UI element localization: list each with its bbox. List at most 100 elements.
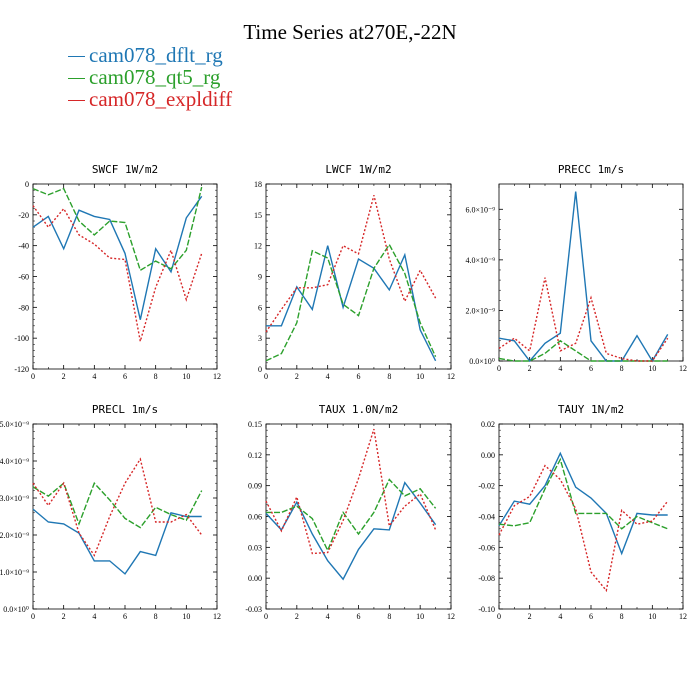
x-tick-label: 4 <box>558 364 562 373</box>
y-tick-label: 0.15 <box>248 420 262 429</box>
series-line <box>265 481 437 581</box>
y-tick-label: 3 <box>258 334 262 343</box>
chart-panel: TAUY 1N/m2 0 2 4 6 8 10 12 0.02 0.00 -0.02 -0.04 -0.… <box>478 403 687 621</box>
y-tick-label: -120 <box>14 365 29 374</box>
x-tick-label: 6 <box>357 372 361 381</box>
plot-frame <box>265 423 452 610</box>
series-line <box>498 191 669 363</box>
panel-title: TAUX 1.0N/m2 <box>319 403 398 416</box>
y-tick-label: -80 <box>18 303 29 312</box>
series-line <box>266 245 437 362</box>
panel-title: PRECC 1m/s <box>558 163 624 176</box>
y-tick-label: -40 <box>18 242 29 251</box>
y-tick-label: 2.0×10⁻⁹ <box>0 531 29 540</box>
legend-swatch <box>68 77 85 79</box>
x-tick-label: 8 <box>387 372 391 381</box>
page-title: Time Series at270E,-22N <box>243 20 457 44</box>
panel-title: TAUY 1N/m2 <box>558 403 624 416</box>
x-tick-label: 0 <box>497 612 501 621</box>
series-line <box>498 451 668 556</box>
x-tick-label: 12 <box>447 612 455 621</box>
x-tick-label: 2 <box>62 372 66 381</box>
series-line <box>32 186 203 272</box>
y-tick-label: 6 <box>258 303 262 312</box>
y-tick-label: -20 <box>18 211 29 220</box>
panel-title: LWCF 1W/m2 <box>325 163 391 176</box>
y-tick-label: 6.0×10⁻⁹ <box>465 205 495 214</box>
x-tick-label: 6 <box>123 372 127 381</box>
y-tick-label: 0.0×10⁰ <box>3 605 29 614</box>
x-tick-label: 6 <box>357 612 361 621</box>
chart-panel: PRECC 1m/s 0 2 4 6 8 10 12 0.0×10⁰ 2.0×10⁻⁹ 4.0×10… <box>465 163 687 373</box>
series-line <box>498 457 668 530</box>
y-tick-label: 0.00 <box>248 574 262 583</box>
series-line <box>266 478 437 553</box>
series-line <box>32 205 203 342</box>
legend-label: cam078_qt5_rg <box>89 65 221 89</box>
y-tick-label: -0.08 <box>478 574 495 583</box>
series-line <box>32 508 202 575</box>
y-tick-label: 1.0×10⁻⁹ <box>0 568 29 577</box>
x-tick-label: 4 <box>558 612 562 621</box>
x-tick-label: 8 <box>387 612 391 621</box>
x-tick-label: 8 <box>620 364 624 373</box>
y-tick-label: 9 <box>258 273 262 282</box>
legend-swatch <box>68 99 85 101</box>
legend-swatch <box>68 55 85 57</box>
y-tick-label: 4.0×10⁻⁹ <box>465 256 495 265</box>
x-tick-label: 4 <box>92 612 96 621</box>
chart-panel: PRECL 1m/s 0 2 4 6 8 10 12 0.0×10⁰ 1.0×10⁻⁹ 2.0×10… <box>0 403 221 621</box>
chart-panel: SWCF 1W/m2 0 2 4 6 8 10 12 0 -20 -40 -60 -80 -100 -120 <box>14 163 221 381</box>
y-tick-label: -0.10 <box>478 605 495 614</box>
x-tick-label: 10 <box>416 372 424 381</box>
x-tick-label: 12 <box>213 372 221 381</box>
y-tick-label: 0 <box>25 180 29 189</box>
panel-title: SWCF 1W/m2 <box>92 163 158 176</box>
x-tick-label: 0 <box>497 364 501 373</box>
x-tick-label: 8 <box>620 612 624 621</box>
y-tick-label: 0.06 <box>248 513 262 522</box>
y-tick-label: 0.12 <box>248 451 262 460</box>
plot-frame <box>498 423 684 610</box>
series-line <box>32 481 203 529</box>
x-tick-label: 10 <box>416 612 424 621</box>
x-tick-label: 0 <box>31 372 35 381</box>
panel-title: PRECL 1m/s <box>92 403 158 416</box>
series-line <box>265 243 437 362</box>
y-tick-label: -0.03 <box>245 605 262 614</box>
y-tick-label: 0.02 <box>481 420 495 429</box>
x-tick-label: 12 <box>679 612 687 621</box>
y-tick-label: 0.03 <box>248 543 262 552</box>
y-tick-label: 0.0×10⁰ <box>469 357 495 366</box>
legend-item: cam078_qt5_rg <box>68 66 232 88</box>
legend-label: cam078_expldiff <box>89 87 233 111</box>
x-tick-label: 2 <box>62 612 66 621</box>
y-tick-label: 4.0×10⁻⁹ <box>0 457 29 466</box>
y-tick-label: 3.0×10⁻⁹ <box>0 494 29 503</box>
x-tick-label: 4 <box>92 372 96 381</box>
series-line <box>498 464 669 593</box>
y-tick-label: 0.09 <box>248 482 262 491</box>
y-tick-label: 0 <box>258 365 262 374</box>
x-tick-label: 8 <box>154 372 158 381</box>
x-tick-label: 2 <box>295 372 299 381</box>
series-line <box>498 277 669 362</box>
legend-item: cam078_dflt_rg <box>68 44 232 66</box>
x-tick-label: 12 <box>679 364 687 373</box>
x-tick-label: 10 <box>182 612 190 621</box>
x-tick-label: 10 <box>648 364 656 373</box>
x-tick-label: 8 <box>154 612 158 621</box>
x-tick-label: 6 <box>123 612 127 621</box>
series-line <box>32 195 203 320</box>
x-tick-label: 2 <box>528 364 532 373</box>
x-tick-label: 2 <box>528 612 532 621</box>
series-line <box>265 428 437 555</box>
x-tick-label: 6 <box>589 364 593 373</box>
chart-panel: LWCF 1W/m2 0 2 4 6 8 10 12 0 3 6 9 12 15 18 <box>254 163 455 381</box>
y-tick-label: -60 <box>18 273 29 282</box>
x-tick-label: 12 <box>213 612 221 621</box>
x-tick-label: 0 <box>31 612 35 621</box>
y-tick-label: -0.02 <box>478 482 495 491</box>
series-line <box>265 195 437 333</box>
